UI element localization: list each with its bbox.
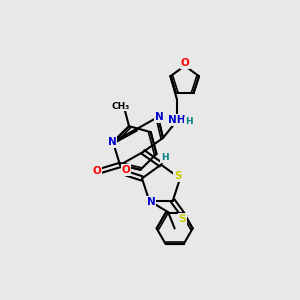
Text: CH₃: CH₃ [111,102,130,111]
Text: N: N [147,197,156,207]
Text: N: N [108,137,116,147]
Text: N: N [154,112,164,122]
Text: S: S [179,214,186,224]
Text: O: O [122,165,130,175]
Text: O: O [93,166,101,176]
Text: H: H [161,153,168,162]
Text: S: S [174,171,182,182]
Text: O: O [180,58,189,68]
Text: H: H [185,117,193,126]
Text: NH: NH [168,115,185,125]
